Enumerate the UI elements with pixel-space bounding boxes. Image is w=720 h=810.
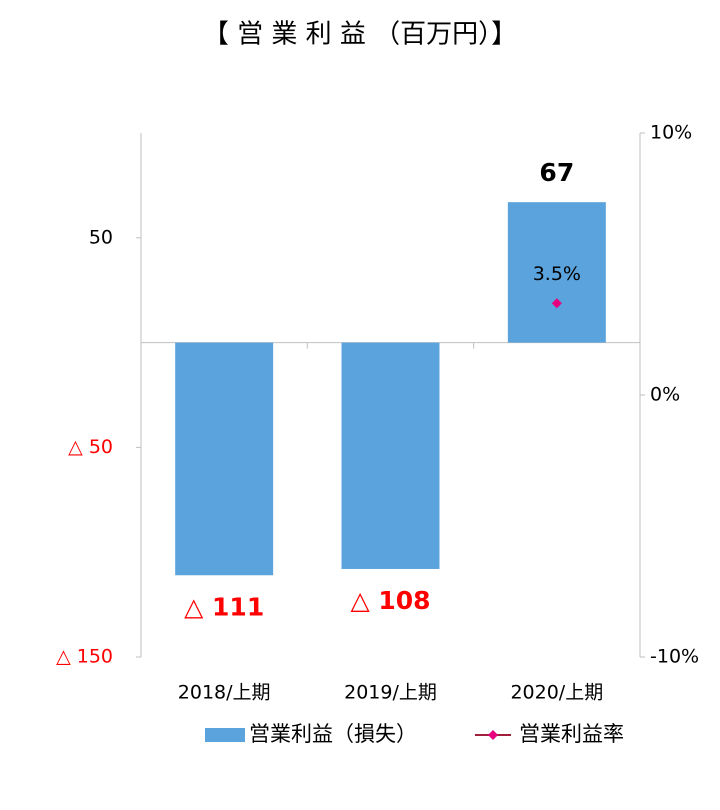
value-label: △ 111 [184,592,264,621]
value-label: 3.5% [533,263,581,285]
y-tick-label: △ 150 [56,646,113,668]
legend-label: 営業利益率 [519,722,624,746]
legend-swatch [205,728,245,742]
bar [341,342,440,569]
legend-label: 営業利益（損失） [249,722,417,746]
y-tick-label: △ 50 [68,436,113,458]
y2-tick-label: 10% [650,122,692,144]
bar [507,202,606,343]
x-tick-label: 2018/上期 [178,682,271,704]
value-label: 67 [539,158,574,187]
x-tick-label: 2020/上期 [510,682,603,704]
legend-marker [488,730,498,740]
bar [175,342,274,576]
y2-tick-label: -10% [650,646,699,668]
y-tick-label: 50 [89,226,113,248]
marker [551,298,562,309]
chart-title: 【 営 業 利 益 （百万円）】 [203,20,517,50]
y2-tick-label: 0% [650,384,680,406]
x-tick-label: 2019/上期 [344,682,437,704]
value-label: △ 108 [350,586,430,615]
